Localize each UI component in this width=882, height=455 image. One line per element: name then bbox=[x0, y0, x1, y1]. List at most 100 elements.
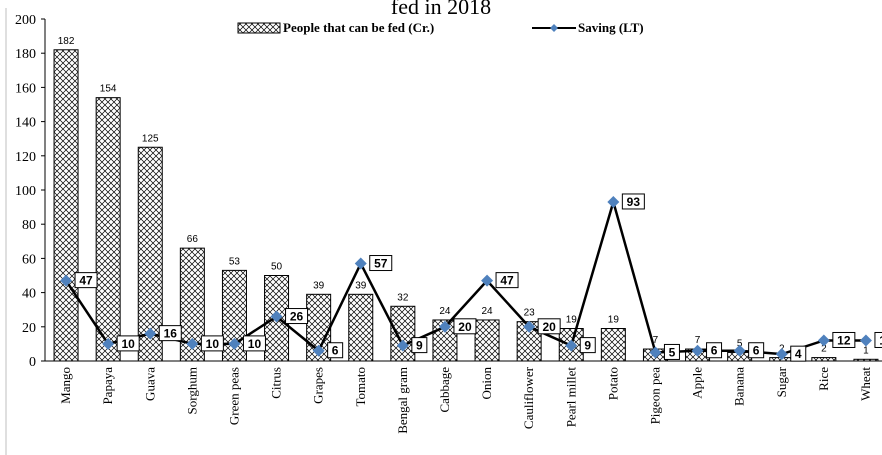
line-label-box bbox=[621, 193, 645, 210]
line-label-box bbox=[663, 343, 680, 360]
x-tick-label: Pearl millet bbox=[563, 367, 578, 428]
line-marker bbox=[228, 337, 241, 350]
x-tick-label: Citrus bbox=[269, 367, 284, 399]
line-value-label: 16 bbox=[164, 327, 178, 341]
legend-line-marker bbox=[550, 24, 558, 32]
bar-labels: 1821541256653503939322424231919775221 bbox=[58, 36, 869, 357]
line-value-label: 47 bbox=[500, 274, 514, 288]
line-label-box bbox=[200, 335, 224, 352]
y-tick-label: 140 bbox=[15, 116, 36, 131]
line-label-box bbox=[537, 318, 561, 335]
y-tick-label: 40 bbox=[22, 287, 36, 302]
x-tick-label: Cabbage bbox=[437, 367, 452, 413]
x-tick-label: Papaya bbox=[100, 367, 115, 405]
x-tick-label: Potato bbox=[605, 367, 620, 400]
line-value-label: 12 bbox=[837, 333, 851, 347]
bar-value-label: 154 bbox=[100, 84, 117, 95]
line-label-box bbox=[579, 337, 596, 354]
x-tick-label: Grapes bbox=[311, 367, 326, 404]
line-label-box bbox=[369, 255, 393, 272]
line-label-box bbox=[411, 337, 428, 354]
bar-value-label: 32 bbox=[397, 292, 409, 303]
y-tick-label: 120 bbox=[15, 150, 36, 165]
line-marker bbox=[396, 339, 409, 352]
bar bbox=[53, 49, 79, 362]
x-tick-label: Pigeon pea bbox=[647, 367, 662, 425]
line-value-label: 47 bbox=[79, 274, 93, 288]
line-marker bbox=[354, 257, 367, 270]
bar-value-label: 23 bbox=[524, 308, 536, 319]
bar-value-label: 5 bbox=[737, 338, 743, 349]
bar-value-label: 7 bbox=[695, 335, 701, 346]
x-tick-label: Apple bbox=[690, 367, 705, 399]
line-label-box bbox=[832, 331, 856, 348]
line-marker bbox=[565, 339, 578, 352]
bar bbox=[95, 97, 121, 362]
y-tick-label: 0 bbox=[29, 355, 36, 370]
line-marker bbox=[691, 344, 704, 357]
x-tick-label: Tomato bbox=[353, 367, 368, 407]
line-value-label: 5 bbox=[669, 345, 676, 359]
line-value-label: 9 bbox=[416, 339, 423, 353]
line-marker bbox=[607, 195, 620, 208]
legend: People that can be fed (Cr.) Saving (LT) bbox=[237, 20, 644, 35]
line-value-label: 6 bbox=[753, 344, 760, 358]
line-label-box bbox=[242, 335, 266, 352]
line-marker bbox=[523, 320, 536, 333]
line-marker bbox=[733, 344, 746, 357]
line-marker bbox=[60, 274, 73, 287]
y-tick-label: 20 bbox=[22, 321, 36, 336]
line-label-box bbox=[874, 331, 882, 348]
legend-bar-label: People that can be fed (Cr.) bbox=[283, 20, 434, 35]
bar-value-label: 19 bbox=[608, 315, 620, 326]
line-marker bbox=[102, 337, 115, 350]
x-tick-label: Sorghum bbox=[184, 367, 199, 414]
bar-value-label: 7 bbox=[653, 335, 659, 346]
bar-value-label: 1 bbox=[863, 345, 869, 356]
line-value-label: 10 bbox=[121, 337, 135, 351]
x-tick-label: Rice bbox=[816, 367, 831, 391]
bar bbox=[600, 328, 626, 362]
bar bbox=[474, 319, 500, 362]
line-label-box bbox=[748, 342, 765, 359]
bar bbox=[811, 357, 837, 362]
line-value-label: 9 bbox=[584, 339, 591, 353]
line-value-label: 20 bbox=[458, 320, 472, 334]
bar-value-label: 39 bbox=[313, 280, 325, 291]
x-tick-label: Bengal gram bbox=[395, 367, 410, 434]
bar-value-label: 66 bbox=[187, 234, 199, 245]
line-label-box bbox=[790, 345, 807, 362]
bar bbox=[390, 305, 416, 362]
x-tick-label: Guava bbox=[142, 367, 157, 401]
bar-value-label: 24 bbox=[481, 306, 493, 317]
line-value-label: 12 bbox=[879, 333, 882, 347]
bar-value-label: 125 bbox=[142, 133, 159, 144]
bar-value-label: 53 bbox=[229, 256, 241, 267]
line-series: 471016101026657920472099356641212 bbox=[60, 193, 882, 362]
line-value-label: 10 bbox=[248, 337, 262, 351]
bar-series bbox=[53, 49, 879, 362]
line-label-box bbox=[116, 335, 140, 352]
line-label-box bbox=[158, 325, 182, 342]
legend-bar-swatch bbox=[237, 22, 281, 34]
bar-value-label: 182 bbox=[58, 36, 75, 47]
y-tick-label: 200 bbox=[15, 13, 36, 28]
line-value-label: 6 bbox=[332, 344, 339, 358]
bar bbox=[853, 358, 879, 362]
bar-value-label: 2 bbox=[821, 344, 827, 355]
line-marker bbox=[312, 344, 325, 357]
line-label-box bbox=[327, 342, 344, 359]
line-value-label: 93 bbox=[627, 195, 641, 209]
line-marker bbox=[438, 320, 451, 333]
x-tick-label: Cauliflower bbox=[521, 366, 536, 429]
line-marker bbox=[817, 334, 830, 347]
line-marker bbox=[775, 348, 788, 361]
line-value-label: 20 bbox=[542, 320, 556, 334]
line-value-label: 57 bbox=[374, 257, 388, 271]
line-label-box bbox=[495, 272, 519, 289]
y-tick-label: 160 bbox=[15, 81, 36, 96]
line-value-label: 26 bbox=[290, 310, 304, 324]
line-label-box bbox=[453, 318, 477, 335]
line-label-box bbox=[706, 342, 723, 359]
